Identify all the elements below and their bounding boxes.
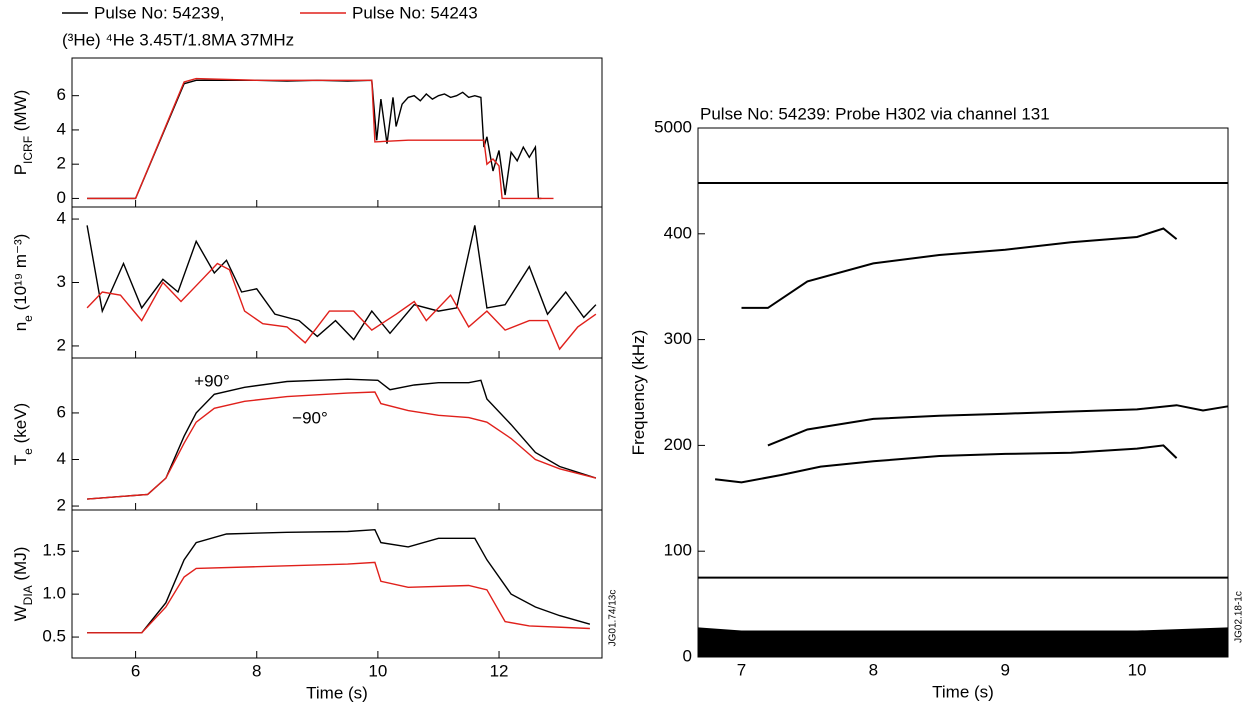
y-axis-label-sub: e xyxy=(21,448,35,455)
y-axis-label-rest: (10¹⁹ m⁻³) xyxy=(11,234,30,315)
series-line xyxy=(87,77,554,200)
x-tick-label: 8 xyxy=(252,661,261,680)
x-tick-label: 8 xyxy=(869,660,878,679)
y-axis-label-rest: (MW) xyxy=(11,90,30,136)
series-line xyxy=(87,378,597,500)
mode-trace xyxy=(741,227,1178,309)
mode-trace xyxy=(714,444,1178,484)
y-tick-label: 6 xyxy=(57,402,66,421)
y-tick-label: 400 xyxy=(664,223,692,242)
y-axis-label: PICRF (MW) xyxy=(11,90,35,176)
y-axis-label-main: n xyxy=(11,322,30,331)
figure-id: JG01.74/13c xyxy=(608,590,619,647)
series-line xyxy=(87,391,597,500)
y-axis-label-rest: (MJ) xyxy=(11,547,30,586)
plot-frame xyxy=(71,357,603,511)
y-tick-label: 2 xyxy=(57,496,66,515)
series-line xyxy=(87,561,590,634)
plot-frame xyxy=(697,127,1229,658)
series-line xyxy=(87,528,591,634)
subtitle: (³He) ⁴He 3.45T/1.8MA 37MHz xyxy=(62,30,294,49)
x-tick-label: 12 xyxy=(490,661,509,680)
series-line xyxy=(86,262,597,351)
x-tick-label: 6 xyxy=(131,661,140,680)
y-axis-label: WDIA (MJ) xyxy=(11,547,35,622)
x-axis-label: Time (s) xyxy=(306,683,368,702)
x-axis-label: Time (s) xyxy=(932,682,994,701)
y-axis-label: Frequency (kHz) xyxy=(629,330,648,456)
noise-band xyxy=(698,627,1228,657)
y-tick-label: 0.5 xyxy=(42,627,66,646)
y-axis-label-main: T xyxy=(11,455,30,465)
plot-frame xyxy=(71,206,603,359)
y-tick-label: 4 xyxy=(57,209,66,228)
y-tick-label: 1.5 xyxy=(42,541,66,560)
y-tick-label: 0 xyxy=(57,188,66,207)
legend-label: Pulse No: 54243 xyxy=(352,3,478,22)
legend-label: Pulse No: 54239, xyxy=(94,3,224,22)
y-tick-label: 1.0 xyxy=(42,584,66,603)
y-tick-label: 200 xyxy=(664,435,692,454)
y-tick-label: 4 xyxy=(57,119,66,138)
y-axis-label-rest: (keV) xyxy=(11,403,30,448)
y-tick-label: 3 xyxy=(57,272,66,291)
x-tick-label: 10 xyxy=(1128,660,1147,679)
y-tick-label: 5000 xyxy=(654,117,692,136)
y-tick-label: 2 xyxy=(57,154,66,173)
y-axis-label-sub: ICRF xyxy=(21,136,35,164)
annotation: +90° xyxy=(194,371,230,390)
y-axis-label: ne (10¹⁹ m⁻³) xyxy=(11,234,35,332)
x-tick-label: 10 xyxy=(368,661,387,680)
series-line xyxy=(86,225,597,341)
y-tick-label: 6 xyxy=(57,85,66,104)
annotation: −90° xyxy=(292,408,328,427)
y-tick-label: 0 xyxy=(683,646,692,665)
y-axis-label-sub: DIA xyxy=(21,585,35,605)
mode-trace xyxy=(767,404,1229,447)
y-axis-label-sub: e xyxy=(21,315,35,322)
series-line xyxy=(87,79,542,200)
x-tick-label: 7 xyxy=(737,660,746,679)
y-axis-label: Te (keV) xyxy=(11,403,35,465)
y-axis-label-main: P xyxy=(11,164,30,175)
y-axis-label-main: Frequency (kHz) xyxy=(629,330,648,456)
plot-frame xyxy=(71,509,603,659)
y-tick-label: 300 xyxy=(664,329,692,348)
figure-id: JG02.18-1c xyxy=(1234,591,1245,643)
x-tick-label: 9 xyxy=(1000,660,1009,679)
y-tick-label: 4 xyxy=(57,449,66,468)
y-tick-label: 2 xyxy=(57,335,66,354)
y-tick-label: 100 xyxy=(664,541,692,560)
y-axis-label-main: W xyxy=(11,605,30,621)
chart-title: Pulse No: 54239: Probe H302 via channel … xyxy=(700,104,1050,123)
